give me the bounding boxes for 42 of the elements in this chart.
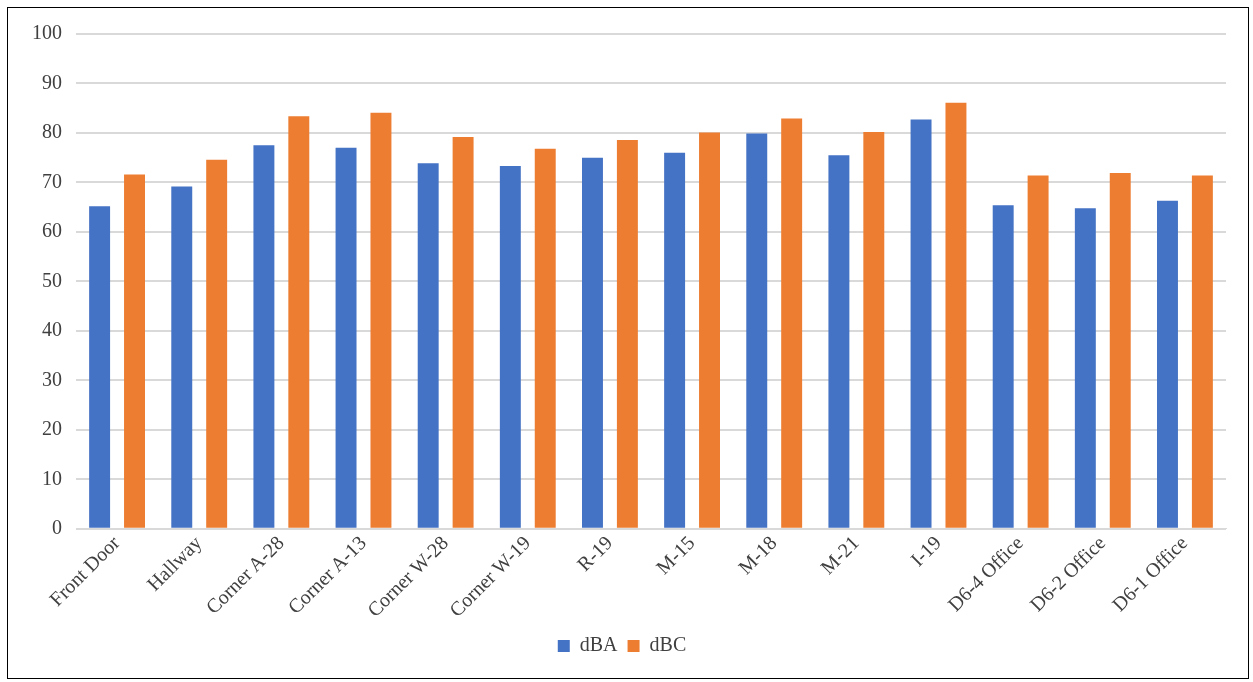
bar [616,139,638,528]
bar [124,174,145,528]
bar [1074,208,1096,528]
bar [945,102,967,528]
y-tick-label: 20 [42,417,62,440]
y-tick-label: 100 [32,21,62,44]
y-tick-label: 60 [42,219,62,242]
bar [417,163,439,528]
bar [206,159,228,528]
bar [534,148,556,528]
bar [910,119,932,528]
bar [582,157,603,528]
bar [288,116,310,528]
y-tick-label: 80 [42,120,62,143]
bar [699,132,720,528]
y-tick-label: 0 [52,516,62,539]
x-tick-label: I-19 [905,531,946,571]
bar [1157,200,1178,528]
bar [253,145,275,528]
bar [863,131,885,528]
bar [499,166,521,528]
y-tick-label: 50 [42,268,62,291]
bar [452,136,474,528]
y-tick-label: 10 [42,466,62,489]
legend-label: dBC [649,633,687,656]
bar [664,152,686,528]
bar [992,205,1014,528]
y-tick-label: 30 [42,367,62,390]
bar [1027,175,1049,528]
bar [1191,175,1213,528]
bar [335,147,357,528]
bar [781,118,803,528]
y-tick-label: 90 [42,70,62,93]
y-tick-label: 70 [42,169,62,192]
bar [1109,173,1131,528]
bar [828,155,850,528]
bar [171,186,193,528]
legend-label: dBA [579,633,619,656]
bar [370,112,392,528]
bar [746,133,768,528]
y-tick-label: 40 [42,318,62,341]
bar [89,206,111,528]
